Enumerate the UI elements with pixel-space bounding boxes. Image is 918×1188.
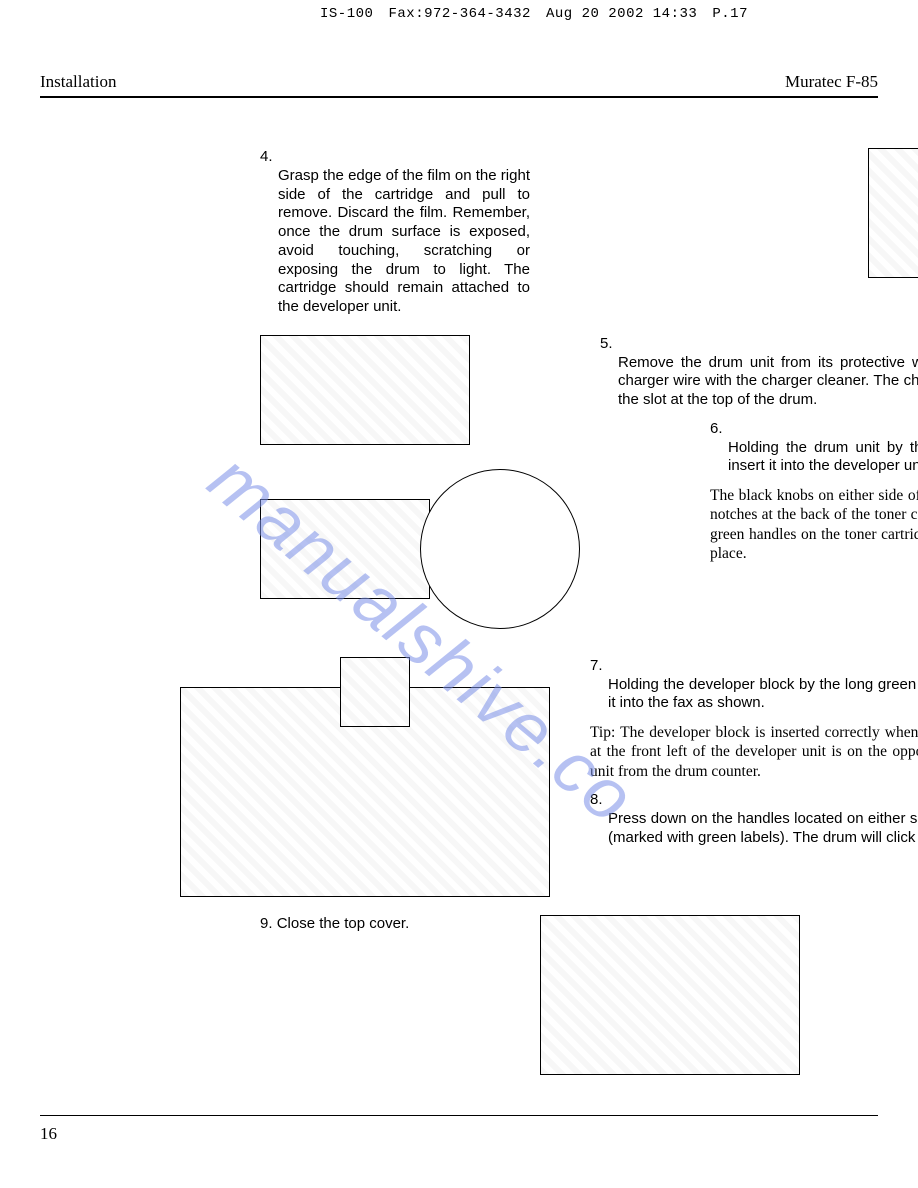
step-8-number: 8. <box>590 791 603 808</box>
drum-detail-circle <box>420 469 580 629</box>
document-page: IS-100 Fax:972-364-3432 Aug 20 2002 14:3… <box>0 0 918 1184</box>
fax-transmission-header: IS-100 Fax:972-364-3432 Aug 20 2002 14:3… <box>40 0 878 28</box>
drum-small-view <box>260 499 430 599</box>
step-9-number: 9. <box>260 915 273 932</box>
step-4-number: 4. <box>260 148 273 165</box>
fax-date: Aug 20 2002 14:33 <box>546 6 697 22</box>
fax-closed-illustration <box>540 915 800 1075</box>
step-4-row: 4. Grasp the edge of the film on the rig… <box>260 148 918 317</box>
fax-number: Fax:972-364-3432 <box>388 6 530 22</box>
step-7-body: Holding the developer block by the long … <box>590 676 918 714</box>
step-6-note: The black knobs on either side of the dr… <box>600 486 918 564</box>
step-4-figure <box>530 148 918 317</box>
step-7-number: 7. <box>590 657 603 674</box>
insert-inset-illustration <box>340 657 410 727</box>
drum-unit-illustration <box>260 335 470 445</box>
step-7-8-text: 7. Holding the developer block by the lo… <box>560 657 918 897</box>
step-7-tip: Tip: The developer block is inserted cor… <box>590 723 918 781</box>
step-6-text: 6. Holding the drum unit by the handles … <box>600 420 918 476</box>
step-5-6-row: 5. Remove the drum unit from its protect… <box>260 335 918 639</box>
page-content: 4. Grasp the edge of the film on the rig… <box>40 98 878 1075</box>
fax-model: IS-100 <box>320 6 373 22</box>
step-8-body: Press down on the handles located on eit… <box>590 810 918 848</box>
step-9-text: 9. Close the top cover. <box>260 915 520 1075</box>
section-title: Installation <box>40 72 116 92</box>
step-5-text: 5. Remove the drum unit from its protect… <box>600 335 918 410</box>
cartridge-film-illustration <box>868 148 918 278</box>
step-5-body: Remove the drum unit from its protective… <box>600 354 918 410</box>
step-5-number: 5. <box>600 335 613 352</box>
step-9-body: Close the top cover. <box>277 915 410 932</box>
step-6-number: 6. <box>710 420 723 437</box>
step-5-6-text: 5. Remove the drum unit from its protect… <box>590 335 918 639</box>
step-7-text: 7. Holding the developer block by the lo… <box>590 657 918 713</box>
step-9-row: 9. Close the top cover. <box>260 915 918 1075</box>
step-7-8-row: 7. Holding the developer block by the lo… <box>180 657 918 897</box>
step-6-body: Holding the drum unit by the handles on … <box>710 439 918 477</box>
page-number: 16 <box>40 1124 57 1143</box>
step-8-text: 8. Press down on the handles located on … <box>590 791 918 847</box>
step-9-figure <box>520 915 918 1075</box>
page-footer: 16 <box>40 1115 878 1144</box>
fax-page: P.17 <box>712 6 748 22</box>
step-7-figure <box>180 657 560 897</box>
drum-insert-illustration <box>260 469 580 639</box>
step-4-body: Grasp the edge of the film on the right … <box>260 167 530 317</box>
step-4-text: 4. Grasp the edge of the film on the rig… <box>260 148 530 317</box>
running-header: Installation Muratec F-85 <box>40 72 878 98</box>
step-5-6-figures <box>260 335 590 639</box>
product-model: Muratec F-85 <box>785 72 878 92</box>
